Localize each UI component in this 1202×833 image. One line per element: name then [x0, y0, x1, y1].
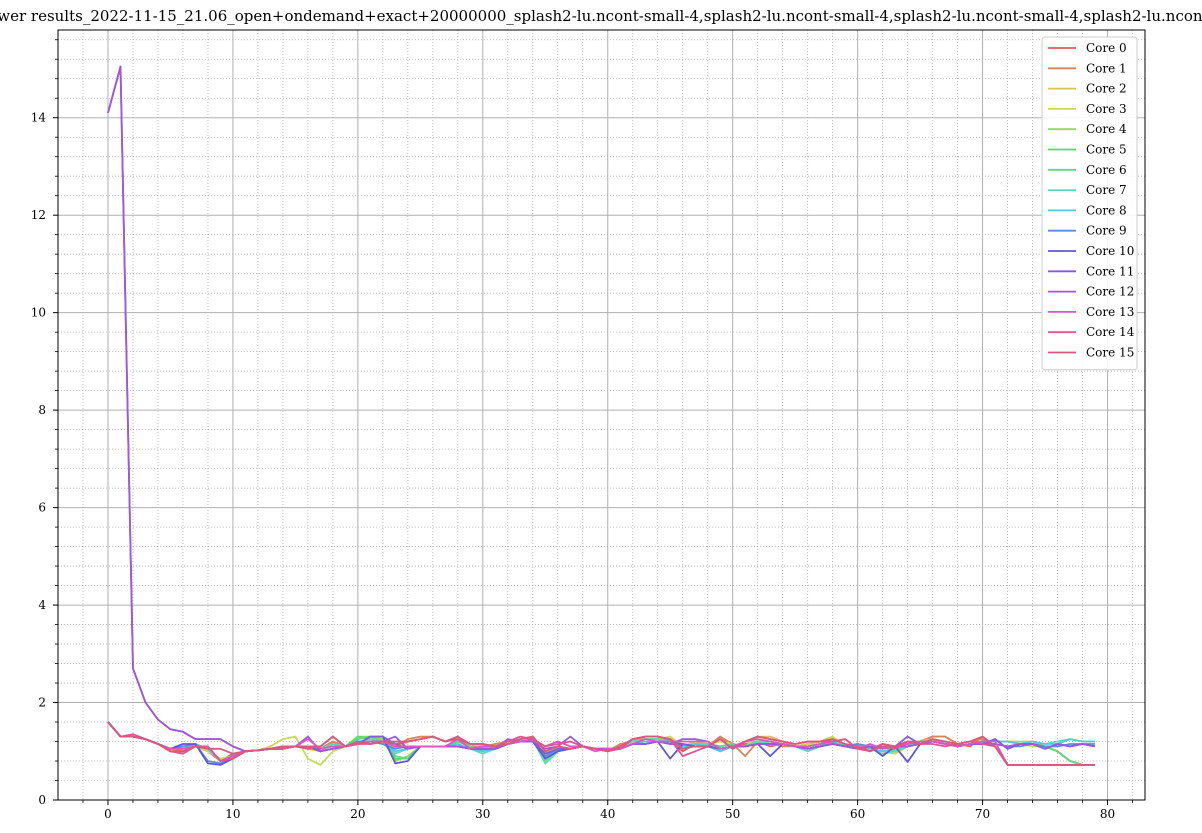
x-tick-label: 80 [1100, 807, 1115, 821]
legend-label: Core 4 [1086, 122, 1127, 136]
y-tick-label: 0 [38, 793, 46, 807]
x-tick-label: 70 [975, 807, 990, 821]
legend-label: Core 11 [1086, 264, 1134, 278]
series-line-core-12 [107, 65, 1096, 753]
legend-label: Core 15 [1086, 346, 1134, 360]
x-tick-label: 30 [475, 807, 490, 821]
y-tick-label: 10 [31, 306, 46, 320]
legend-label: Core 13 [1086, 305, 1134, 319]
chart-title: Core power results_2022-11-15_21.06_open… [0, 7, 1202, 25]
legend-label: Core 14 [1086, 325, 1135, 339]
minor-grid [58, 30, 1145, 800]
legend-label: Core 12 [1086, 285, 1134, 299]
y-axis: 0 2 4 6 8 10 12 14 [31, 39, 58, 807]
y-tick-label: 4 [38, 598, 46, 612]
legend-label: Core 3 [1086, 102, 1127, 116]
x-tick-label: 60 [850, 807, 865, 821]
series-line-core-15 [107, 721, 1095, 766]
legend-box [1041, 36, 1138, 371]
legend-label: Core 9 [1086, 224, 1127, 238]
legend-label: Core 0 [1086, 41, 1127, 55]
major-grid [58, 30, 1145, 800]
y-tick-label: 8 [38, 403, 46, 417]
y-tick-label: 6 [38, 501, 46, 515]
x-tick-label: 20 [350, 807, 365, 821]
x-tick-label: 10 [225, 807, 240, 821]
legend-label: Core 7 [1086, 183, 1127, 197]
legend-label: Core 1 [1086, 61, 1127, 75]
legend-label: Core 2 [1086, 82, 1127, 96]
y-tick-label: 14 [31, 111, 47, 125]
y-tick-label: 12 [31, 208, 46, 222]
legend: Core 0 Core 1 Core 2 Core 3 Core 4 Core 5 Core… [1041, 36, 1138, 371]
x-tick-label: 40 [600, 807, 615, 821]
y-tick-label: 2 [38, 696, 46, 710]
series-line-core-13 [107, 721, 1095, 766]
legend-label: Core 10 [1086, 244, 1134, 258]
x-tick-label: 50 [725, 807, 740, 821]
x-tick-label: 0 [104, 807, 112, 821]
series-layer [107, 65, 1096, 766]
legend-label: Core 5 [1086, 143, 1127, 157]
legend-label: Core 8 [1086, 203, 1127, 217]
x-axis: 0 10 20 30 40 50 60 70 80 [82, 800, 1133, 821]
plot-frame [57, 29, 1146, 801]
legend-label: Core 6 [1086, 163, 1127, 177]
